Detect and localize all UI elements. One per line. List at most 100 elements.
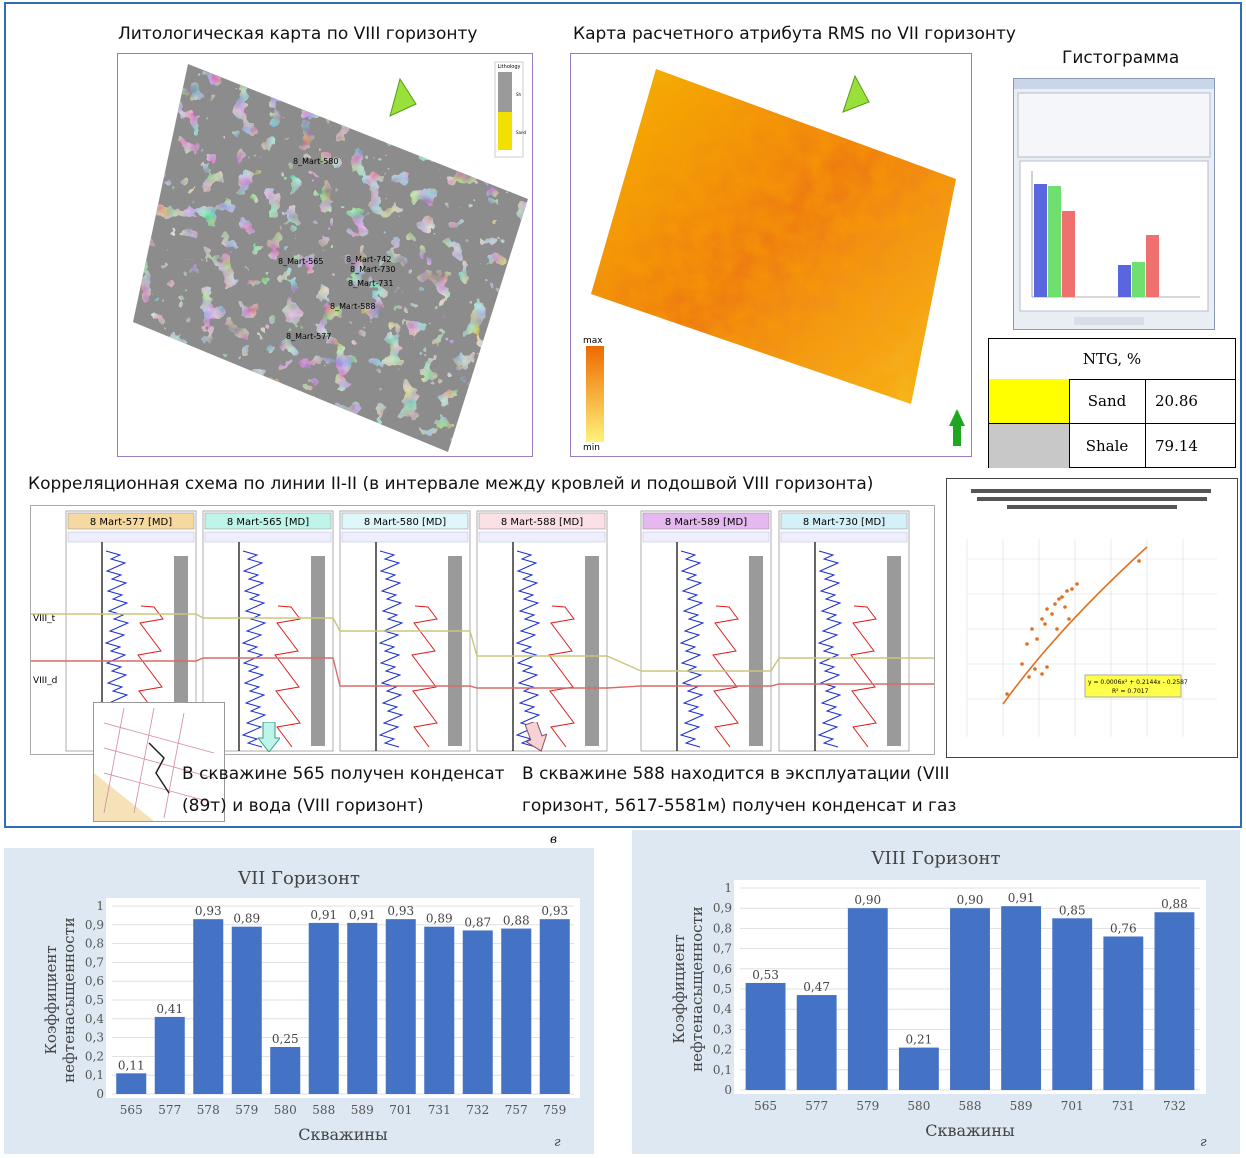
litho-column [448,556,462,746]
y-tick-label: 1 [724,881,732,895]
y-axis-label-line: нефтенасыщенности [60,917,78,1083]
well-panel-title: 8 Mart-589 [MD] [665,517,747,528]
scatter-point [1030,627,1034,631]
y-tick-label: 0,6 [713,962,732,976]
rms-map-graphic: max min [583,69,965,453]
resistivity-log-curve [548,605,575,748]
y-tick-label: 0,7 [85,955,104,969]
data-label: 0,89 [426,912,453,926]
chart-viii-svg: VIII Горизонт 0 0,1 0,2 0,3 0,4 0,5 0,6 0,7 0,8 0,… [670,848,1207,1150]
y-tick-label: 0,9 [713,901,732,915]
scatter-point [1137,559,1141,563]
horizon-line [31,613,934,672]
well-panel-title: 8 Mart-588 [MD] [501,517,583,528]
well-label: 8_Mart-742 [346,255,391,264]
y-tick-label: 0,2 [85,1049,104,1063]
y-tick-label: 0,1 [713,1063,732,1077]
chart-letter: г [554,1135,561,1150]
note-565-line2: (89т) и вода (VIII горизонт) [182,796,424,816]
bar [1052,918,1093,1090]
ntg-value: 20.86 [1155,392,1198,410]
note-588-line2: горизонт, 5617-5581м) получен конденсат … [522,796,957,816]
well-header [341,512,469,530]
scatter-point [1040,617,1044,621]
histogram-screenshot [1013,78,1215,330]
resistivity-log-curve [712,605,739,748]
y-tick-label: 0,4 [713,1002,732,1016]
litho-column [585,556,599,746]
plot-area [106,898,580,1098]
litho-column [887,556,901,746]
scatter-point [1070,587,1074,591]
scatter-point [1045,607,1049,611]
pink-arrow-icon [525,722,547,752]
y-tick-label: 0,5 [713,982,732,996]
cyan-arrow-icon [258,722,280,752]
data-label: 0,53 [752,968,779,982]
data-label: 0,21 [906,1033,933,1047]
well-header [780,512,908,530]
note-565-line1: В скважине 565 получен конденсат [182,764,505,784]
scatter-point [1035,637,1039,641]
rms-scatter-plot: y = 0.0006x² + 0.2144x - 0.2587 R² = 0.7… [946,478,1238,758]
well-label: 8_Mart-565 [278,257,323,266]
y-tick-label: 0,5 [85,993,104,1007]
data-label: 0,93 [195,904,222,918]
bar [950,908,990,1090]
scatter-r2: R² = 0.7017 [1112,688,1149,695]
ntg-row-sand: Sand 20.86 [989,379,1235,424]
chart-vii-svg: VII Горизонт 0 0,1 0,2 0,3 0,4 0,5 0,6 0,7 0,8 0,9… [42,868,580,1150]
x-tick-label: 577 [805,1099,828,1113]
ntg-header: NTG, % [989,339,1235,380]
litho-legend-title: Lithology [498,64,521,70]
y-tick-label: 0 [96,1087,104,1101]
inset-well-map [93,702,225,822]
x-tick-label: 701 [389,1103,412,1117]
x-tick-label: 732 [466,1103,489,1117]
x-tick-label: 579 [235,1103,258,1117]
well-label: 8_Mart-588 [330,302,375,311]
x-axis-label: Скважины [298,1125,388,1144]
litho-column [311,556,325,746]
bar [308,922,339,1094]
data-label: 0,91 [310,908,337,922]
well-panel-title: 8 Mart-565 [MD] [227,517,309,528]
data-label: 0,91 [349,908,376,922]
scatter-point [1040,672,1044,676]
scatter-point [1057,597,1061,601]
bar [385,919,416,1094]
data-label: 0,47 [803,980,830,994]
well-panel-title: 8 Mart-577 [MD] [90,517,172,528]
y-tick-label: 0,8 [85,937,104,951]
y-tick-label: 0,7 [713,942,732,956]
data-label: 0,93 [541,904,568,918]
scatter-point [1065,589,1069,593]
resistivity-log-curve [411,605,438,748]
scatter-graphic: y = 0.0006x² + 0.2144x - 0.2587 R² = 0.7… [966,487,1217,737]
y-tick-label: 0,2 [713,1043,732,1057]
track-header [204,531,332,543]
x-tick-label: 588 [959,1099,982,1113]
x-tick-label: 579 [856,1099,879,1113]
x-tick-label: 731 [1112,1099,1135,1113]
well-header [478,512,606,530]
bar [1154,912,1195,1090]
scatter-point [1005,692,1009,696]
data-label: 0,25 [272,1032,299,1046]
x-tick-label: 580 [907,1099,930,1113]
well-header [642,512,770,530]
track-header [67,531,195,543]
lithology-map-graphic: Lithology Sh Sand 8_Mart-580 8_Mart-565 … [133,61,528,452]
bar [347,922,378,1094]
resistivity-log-curve [274,605,301,748]
y-axis-label: Коэффициент нефтенасыщенности [42,917,78,1083]
ntg-value: 79.14 [1155,437,1198,455]
data-label: 0,91 [1008,891,1035,905]
bar [116,1073,147,1094]
bar [1001,906,1042,1090]
note-588-line1: В скважине 588 находится в эксплуатации … [522,764,950,784]
bar [462,930,493,1094]
lithology-map: Lithology Sh Sand 8_Mart-580 8_Mart-565 … [117,53,533,457]
inset-map-graphic [94,707,215,821]
gamma-log-curve [241,550,267,748]
